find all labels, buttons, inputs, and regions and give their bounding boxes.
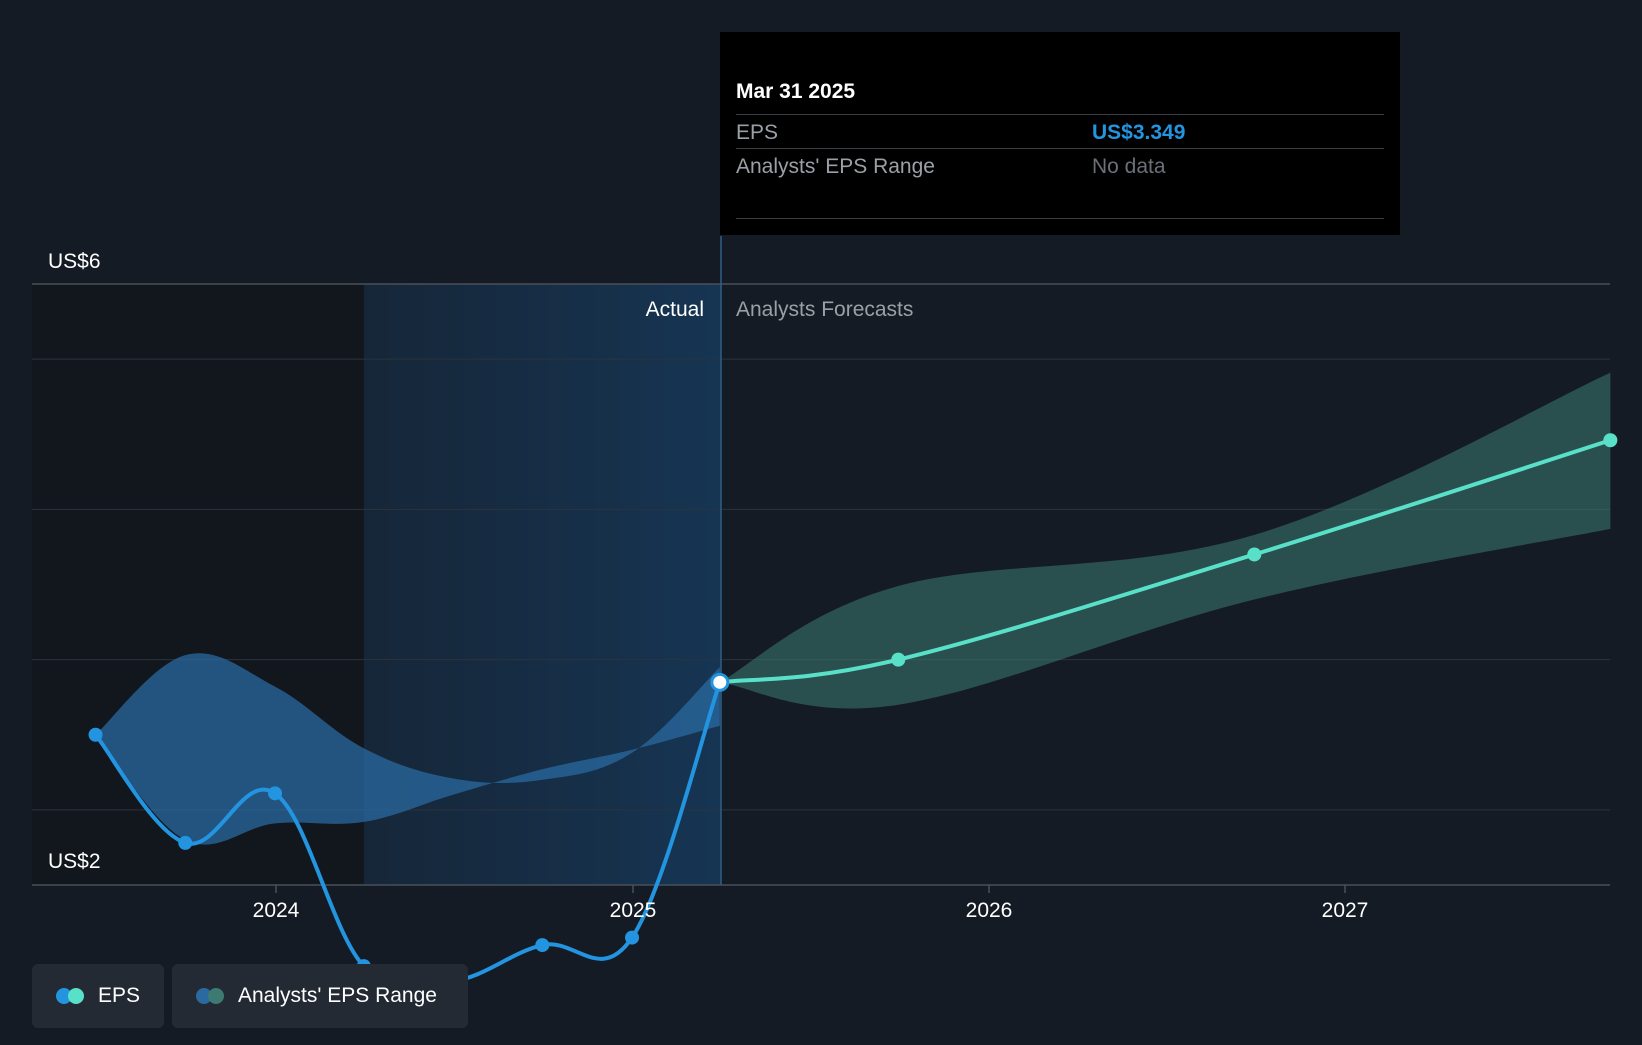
eps-point[interactable] xyxy=(178,835,193,850)
eps-point[interactable] xyxy=(1603,433,1618,448)
x-tick-label: 2024 xyxy=(253,899,300,922)
tooltip-row-eps: EPS US$3.349 xyxy=(736,114,1384,149)
legend-eps[interactable]: EPS xyxy=(32,964,164,1028)
eps-forecast-dot xyxy=(68,988,84,1004)
eps-legend-icon xyxy=(56,988,86,1004)
x-tick-label: 2027 xyxy=(1322,899,1369,922)
tooltip-date: Mar 31 2025 xyxy=(736,80,856,103)
actual-section-label: Actual xyxy=(646,298,704,321)
tooltip-range-label: Analysts' EPS Range xyxy=(736,155,935,178)
hover-point[interactable] xyxy=(710,672,730,692)
tooltip-divider xyxy=(736,218,1384,219)
eps-point[interactable] xyxy=(535,938,550,953)
eps-point[interactable] xyxy=(1247,547,1262,562)
legend-eps-range[interactable]: Analysts' EPS Range xyxy=(172,964,468,1028)
legend-eps-label: EPS xyxy=(97,984,140,1007)
tooltip-range-value: No data xyxy=(1092,155,1166,178)
y-axis-bottom-label: US$2 xyxy=(48,850,101,873)
tooltip-row-range: Analysts' EPS Range No data xyxy=(736,148,1384,183)
eps-point[interactable] xyxy=(268,786,283,801)
x-tick-label: 2025 xyxy=(610,899,657,922)
eps-point[interactable] xyxy=(891,652,906,667)
eps-range-band xyxy=(719,372,1611,709)
x-tick-label: 2026 xyxy=(966,899,1013,922)
eps-line xyxy=(717,438,1613,685)
x-axis: 2024 2025 2026 2027 xyxy=(253,885,1369,922)
range-bands xyxy=(95,372,1611,845)
eps-point[interactable] xyxy=(88,727,103,742)
range-legend-icon xyxy=(196,988,226,1004)
tooltip: Mar 31 2025 EPS US$3.349 Analysts' EPS R… xyxy=(720,32,1400,235)
eps-range-band xyxy=(95,653,720,845)
tooltip-eps-label: EPS xyxy=(736,121,779,144)
eps-point[interactable] xyxy=(625,930,640,945)
range-forecast-dot xyxy=(208,988,224,1004)
y-axis-top-label: US$6 xyxy=(48,250,101,273)
legend-range-label: Analysts' EPS Range xyxy=(238,984,437,1007)
forecast-section-label: Analysts Forecasts xyxy=(736,298,913,321)
tooltip-eps-value: US$3.349 xyxy=(1092,121,1186,144)
